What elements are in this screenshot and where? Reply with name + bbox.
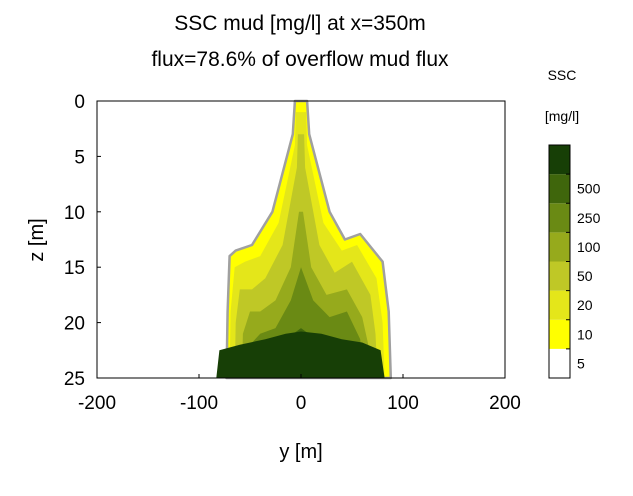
colorbar-label: 250 (577, 210, 601, 226)
colorbar-label: 500 (577, 181, 601, 197)
y-tick-label: 20 (64, 314, 85, 335)
colorbar-swatch (549, 290, 570, 320)
x-axis-label: y [m] (279, 441, 322, 463)
y-tick-label: 15 (64, 258, 85, 279)
colorbar-labels: 500 250 100 50 20 10 5 (566, 173, 601, 371)
colorbar-label: 5 (577, 355, 585, 371)
colorbar-label: 100 (577, 239, 601, 255)
x-tick-label: 200 (489, 393, 521, 414)
y-axis-label: z [m] (26, 218, 48, 261)
contour-500 (216, 331, 385, 378)
chart-subtitle: flux=78.6% of overflow mud flux (151, 48, 449, 71)
x-tick-label: 0 (296, 393, 307, 414)
y-tick-label: 5 (74, 147, 85, 168)
colorbar-swatch (549, 174, 570, 204)
colorbar-swatch (549, 232, 570, 262)
colorbar-label: 10 (577, 326, 593, 342)
colorbar-swatch (549, 145, 570, 175)
contours-layer (216, 99, 393, 380)
colorbar-swatches (549, 145, 570, 379)
colorbar-swatch (549, 319, 570, 349)
colorbar-swatch (549, 203, 570, 233)
colorbar-title-line2: [mg/l] (545, 108, 579, 124)
colorbar-label: 50 (577, 268, 593, 284)
colorbar-swatch (549, 348, 570, 379)
y-tick-label: 25 (64, 369, 85, 390)
colorbar-title-line1: SSC (548, 67, 577, 83)
plot-area: -200 -100 0 100 200 0 5 10 15 20 25 (64, 92, 521, 414)
y-ticks: 0 5 10 15 20 25 (64, 92, 101, 390)
x-ticks: -200 -100 0 100 200 (78, 374, 521, 414)
colorbar-label: 20 (577, 297, 593, 313)
x-tick-label: -100 (180, 393, 218, 414)
chart-title: SSC mud [mg/l] at x=350m (174, 12, 426, 35)
y-tick-label: 10 (64, 203, 85, 224)
x-tick-label: -200 (78, 393, 116, 414)
colorbar: SSC [mg/l] 500 250 100 50 20 10 5 (545, 67, 601, 379)
y-tick-label: 0 (74, 92, 85, 113)
colorbar-swatch (549, 261, 570, 291)
x-tick-label: 100 (387, 393, 419, 414)
